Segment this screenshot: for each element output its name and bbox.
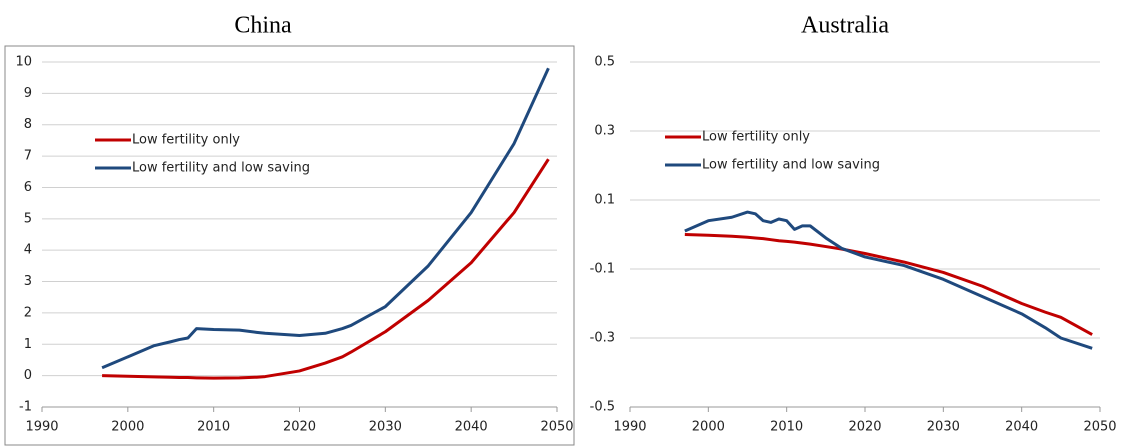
y-tick-label: 2 <box>24 305 32 320</box>
y-tick-label: -1 <box>19 400 32 415</box>
x-tick-label: 2050 <box>540 420 573 435</box>
line-series <box>684 233 1093 336</box>
x-tick-label: 2010 <box>197 420 230 435</box>
x-tick-label: 2030 <box>927 420 960 435</box>
x-tick-label: 1990 <box>25 420 58 435</box>
y-tick-label: 9 <box>24 86 32 101</box>
y-tick-label: 6 <box>24 180 32 195</box>
y-tick-label: 0.5 <box>594 55 615 70</box>
x-tick-label: 2000 <box>111 420 144 435</box>
panel-border <box>4 45 575 446</box>
legend-label: Low fertility only <box>132 133 240 148</box>
chart-title: Australia <box>801 13 889 39</box>
y-tick-label: 8 <box>24 117 32 132</box>
y-tick-label: 5 <box>24 211 32 226</box>
y-tick-label: 7 <box>24 149 32 164</box>
y-tick-label: 1 <box>24 337 32 352</box>
y-tick-label: -0.5 <box>590 400 615 415</box>
line-series <box>101 67 550 370</box>
x-tick-label: 1990 <box>613 420 646 435</box>
x-tick-label: 2040 <box>1005 420 1038 435</box>
x-tick-label: 2050 <box>1083 420 1116 435</box>
x-tick-label: 2000 <box>692 420 725 435</box>
x-tick-label: 2020 <box>848 420 881 435</box>
legend-label: Low fertility and low saving <box>702 158 880 173</box>
line-series <box>684 210 1093 350</box>
legend-label: Low fertility only <box>702 130 810 145</box>
line-series <box>102 158 550 380</box>
y-tick-label: 10 <box>15 55 32 70</box>
y-tick-label: -0.1 <box>590 262 615 277</box>
y-tick-label: 4 <box>24 243 32 258</box>
y-tick-label: -0.3 <box>590 331 615 346</box>
chart-title: China <box>234 13 292 39</box>
y-tick-label: 0.3 <box>594 124 615 139</box>
legend-label: Low fertility and low saving <box>132 161 310 176</box>
x-tick-label: 2020 <box>283 420 316 435</box>
x-tick-label: 2040 <box>455 420 488 435</box>
y-tick-label: 0.1 <box>594 193 615 208</box>
y-tick-label: 3 <box>24 274 32 289</box>
x-tick-label: 2030 <box>369 420 402 435</box>
x-tick-label: 2010 <box>770 420 803 435</box>
y-tick-label: 0 <box>24 368 32 383</box>
